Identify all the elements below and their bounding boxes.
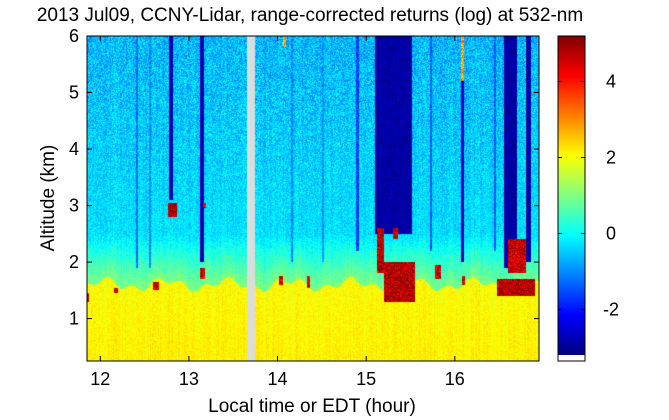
- colorbar-tick-label: 4: [606, 72, 616, 92]
- y-axis-ticks: 1 2 3 4 5 6: [69, 26, 539, 329]
- backscatter-heatmap: [87, 36, 539, 361]
- colorbar-tick-label: 2: [606, 148, 616, 168]
- colorbar-tick-label: 0: [606, 223, 616, 243]
- colorbar-ticks: -2 0 2 4: [558, 72, 619, 319]
- colorbar-gradient: [558, 36, 585, 355]
- colorbar-frame: [557, 35, 586, 362]
- x-tick-label: 14: [268, 369, 288, 389]
- colorbar-missing-swatch: [558, 355, 585, 361]
- y-tick-label: 5: [69, 83, 79, 103]
- y-tick-label: 1: [69, 309, 79, 329]
- y-axis-label: Altitude (km): [38, 145, 59, 252]
- x-tick-label: 15: [356, 369, 376, 389]
- x-tick-label: 13: [179, 369, 199, 389]
- y-tick-label: 3: [69, 196, 79, 216]
- y-tick-label: 4: [69, 139, 79, 159]
- x-tick-label: 16: [445, 369, 465, 389]
- plot-frame: [86, 35, 540, 362]
- chart-title: 2013 Jul09, CCNY-Lidar, range-corrected …: [37, 5, 583, 26]
- colorbar-tick-label: -2: [603, 299, 619, 319]
- x-axis-ticks: 12 13 14 15 16: [90, 36, 465, 389]
- colorbar: -2 0 2 4: [557, 35, 619, 362]
- y-tick-label: 2: [69, 252, 79, 272]
- x-tick-label: 12: [90, 369, 110, 389]
- y-tick-label: 6: [69, 26, 79, 46]
- x-axis-label: Local time or EDT (hour): [208, 396, 416, 417]
